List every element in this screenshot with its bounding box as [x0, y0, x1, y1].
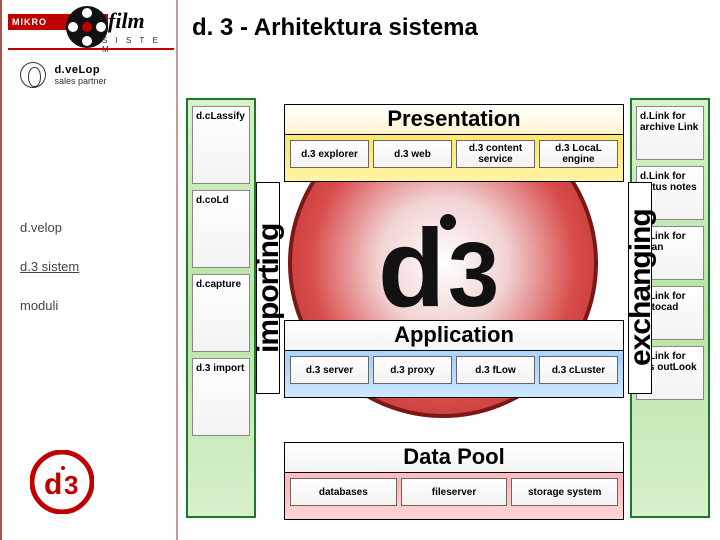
divider: [176, 0, 178, 540]
chip-d3-web: d.3 web: [373, 140, 452, 168]
page: { "title": "d. 3 - Arhitektura sistema",…: [0, 0, 720, 540]
cell-cold: d.coLd: [192, 190, 250, 268]
chip-d3-content: d.3 content service: [456, 140, 535, 168]
chip-fileserver: fileserver: [401, 478, 508, 506]
logo-bar-text: MIKRO: [12, 14, 47, 30]
chip-d3-explorer: d.3 explorer: [290, 140, 369, 168]
architecture-diagram: d.cLassify d.coLd d.capture d.3 import d…: [184, 86, 712, 530]
logo-sub: S I S T E M: [102, 36, 168, 54]
chip-databases: databases: [290, 478, 397, 506]
chip-storagesystem: storage system: [511, 478, 618, 506]
svg-text:3: 3: [64, 470, 78, 500]
dvelop-d-icon: [20, 62, 46, 88]
chip-d3-server: d.3 server: [290, 356, 369, 384]
partner-line1: d.veLop: [54, 64, 106, 76]
logo-script: film: [108, 8, 145, 34]
label-exchanging: exchanging: [628, 182, 652, 394]
partner-line2: sales partner: [54, 76, 106, 86]
sidelink-d3-sistem[interactable]: d.3 sistem: [20, 259, 79, 274]
divider: [8, 48, 174, 50]
chip-d3-flow: d.3 fLow: [456, 356, 535, 384]
application-title: Application: [285, 321, 623, 351]
cell-link-archive: d.Link for archive Link: [636, 106, 704, 160]
chip-d3-proxy: d.3 proxy: [373, 356, 452, 384]
datapool-title: Data Pool: [285, 443, 623, 473]
cell-d3import: d.3 import: [192, 358, 250, 436]
datapool-band: Data Pool databases fileserver storage s…: [284, 442, 624, 520]
svg-text:3: 3: [448, 224, 499, 326]
presentation-band: Presentation d.3 explorer d.3 web d.3 co…: [284, 104, 624, 182]
chip-d3-cluster: d.3 cLuster: [539, 356, 618, 384]
sidelink-dvelop[interactable]: d.velop: [20, 220, 79, 235]
d3-logo-icon: d 3: [30, 450, 94, 514]
application-band: Application d.3 server d.3 proxy d.3 fLo…: [284, 320, 624, 398]
svg-text:d: d: [44, 468, 62, 501]
page-title: d. 3 - Arhitektura sistema: [192, 14, 478, 42]
cell-classify: d.cLassify: [192, 106, 250, 184]
side-links: d.velop d.3 sistem moduli: [20, 220, 79, 337]
presentation-title: Presentation: [285, 105, 623, 135]
import-column: d.cLassify d.coLd d.capture d.3 import: [186, 98, 256, 518]
dvelop-partner-badge: d.veLop sales partner: [20, 62, 160, 96]
sidelink-moduli[interactable]: moduli: [20, 298, 79, 313]
chip-d3-local-engine: d.3 LocaL engine: [539, 140, 618, 168]
svg-text:d: d: [378, 207, 445, 330]
mikrofilm-logo: MIKRO film S I S T E M: [8, 6, 168, 46]
cell-capture: d.capture: [192, 274, 250, 352]
